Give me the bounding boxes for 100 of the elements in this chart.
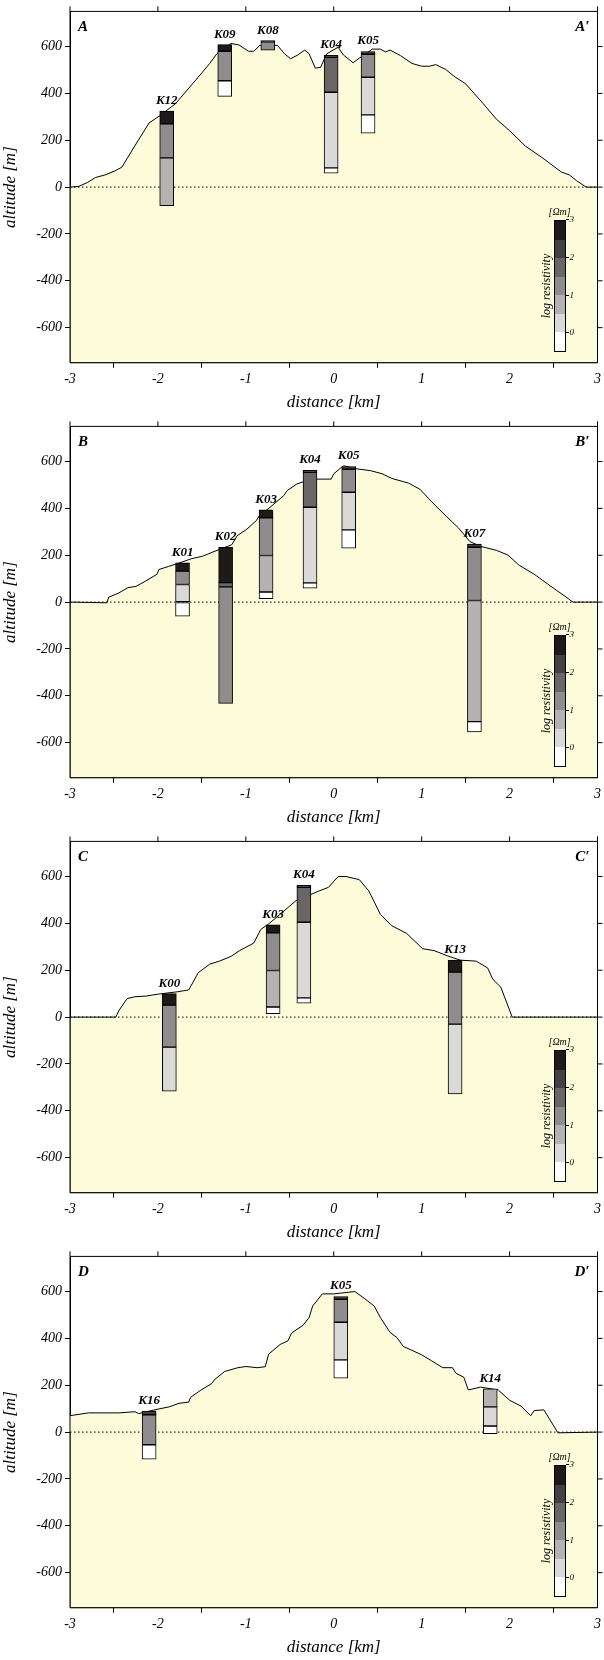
annotation: [Ωm] bbox=[548, 1450, 571, 1462]
x-tick-label: 0 bbox=[330, 1615, 338, 1631]
x-tick-label: 3 bbox=[593, 1200, 601, 1216]
annotation: C′ bbox=[575, 847, 590, 864]
y-tick-label: 400 bbox=[41, 85, 62, 101]
y-tick-label: -400 bbox=[36, 1102, 62, 1118]
annotation: K04 bbox=[319, 36, 343, 52]
y-tick-label: -400 bbox=[36, 272, 62, 288]
y-tick-label: 200 bbox=[41, 131, 62, 147]
annotation: K00 bbox=[157, 974, 181, 990]
x-tick-label: -3 bbox=[64, 785, 76, 801]
annotation: K02 bbox=[213, 528, 237, 544]
x-tick-label: 2 bbox=[506, 370, 514, 386]
y-tick-label: 200 bbox=[41, 546, 62, 562]
annotation: K14 bbox=[478, 1369, 502, 1385]
annotation: K05 bbox=[328, 1277, 353, 1293]
y-tick-label: -400 bbox=[36, 687, 62, 703]
x-tick-label: -1 bbox=[240, 370, 252, 386]
y-tick-label: 600 bbox=[41, 868, 62, 884]
annotation: K04 bbox=[292, 866, 316, 882]
x-tick-label: 1 bbox=[418, 1200, 426, 1216]
y-tick-label: 200 bbox=[41, 961, 62, 977]
annotation: C bbox=[78, 847, 89, 864]
x-tick-label: -2 bbox=[152, 1615, 164, 1631]
y-tick-label: -200 bbox=[36, 1055, 62, 1071]
annotation: 3 bbox=[569, 629, 574, 640]
annotation: 1 bbox=[569, 1534, 574, 1545]
x-tick-label: -3 bbox=[64, 370, 76, 386]
y-tick-label: -600 bbox=[36, 1564, 62, 1580]
color-bar-title: log resistivity bbox=[538, 668, 553, 734]
y-tick-label: 600 bbox=[41, 1283, 62, 1299]
annotation: D bbox=[77, 1262, 89, 1279]
y-axis-title: altitude [m] bbox=[0, 1391, 19, 1473]
y-axis-title: altitude [m] bbox=[0, 561, 19, 643]
y-tick-label: -200 bbox=[36, 1470, 62, 1486]
y-tick-label: 200 bbox=[41, 1376, 62, 1392]
annotation: [Ωm] bbox=[548, 1035, 571, 1047]
y-tick-label: -600 bbox=[36, 734, 62, 750]
annotation: 2 bbox=[569, 667, 574, 677]
annotation: 2 bbox=[569, 1497, 574, 1507]
y-axis-title: altitude [m] bbox=[0, 976, 19, 1058]
y-axis-title: altitude [m] bbox=[0, 146, 19, 228]
x-tick-label: -1 bbox=[240, 1615, 252, 1631]
y-tick-label: 0 bbox=[55, 178, 62, 194]
annotation: K07 bbox=[462, 524, 486, 540]
x-axis-title: distance [km] bbox=[286, 392, 381, 412]
annotation: 3 bbox=[569, 214, 574, 225]
color-bar-title: log resistivity bbox=[538, 1498, 553, 1564]
y-tick-label: 400 bbox=[41, 915, 62, 931]
annotation: K04 bbox=[298, 451, 322, 467]
annotation: 1 bbox=[569, 704, 574, 715]
annotation: K16 bbox=[137, 1391, 161, 1407]
annotation: 3 bbox=[569, 1044, 574, 1055]
y-tick-label: 600 bbox=[41, 453, 62, 469]
annotation: [Ωm] bbox=[548, 620, 571, 632]
x-axis-title: distance [km] bbox=[286, 1222, 381, 1242]
annotation: K05 bbox=[336, 447, 361, 463]
annotation: K13 bbox=[443, 941, 467, 957]
annotation: 1 bbox=[569, 1119, 574, 1130]
y-tick-label: -200 bbox=[36, 640, 62, 656]
x-tick-label: -2 bbox=[152, 1200, 164, 1216]
annotation: K03 bbox=[261, 905, 285, 921]
annotation: 3 bbox=[569, 1459, 574, 1470]
annotation: K05 bbox=[356, 32, 380, 48]
y-tick-label: 600 bbox=[41, 38, 62, 54]
x-tick-label: 2 bbox=[506, 1615, 514, 1631]
annotation: 0 bbox=[569, 1157, 574, 1168]
annotation: 0 bbox=[569, 742, 574, 753]
annotation: 2 bbox=[569, 1082, 574, 1092]
x-tick-label: 0 bbox=[330, 370, 338, 386]
y-tick-label: 400 bbox=[41, 1330, 62, 1346]
x-tick-label: -2 bbox=[152, 370, 164, 386]
x-tick-label: 3 bbox=[593, 785, 601, 801]
x-axis-title: distance [km] bbox=[286, 807, 381, 827]
annotation: 0 bbox=[569, 327, 574, 338]
y-tick-label: -200 bbox=[36, 225, 62, 241]
x-tick-label: 1 bbox=[418, 370, 426, 386]
x-axis-title: distance [km] bbox=[286, 1637, 381, 1657]
x-tick-label: -1 bbox=[240, 1200, 252, 1216]
x-tick-label: -3 bbox=[64, 1615, 76, 1631]
annotation: K09 bbox=[212, 25, 237, 41]
annotation: 1 bbox=[569, 289, 574, 300]
annotation: K01 bbox=[170, 543, 194, 559]
x-tick-label: 1 bbox=[418, 1615, 426, 1631]
annotation: D′ bbox=[573, 1262, 590, 1279]
annotation: K08 bbox=[255, 21, 280, 37]
color-bar-title: log resistivity bbox=[538, 253, 553, 319]
x-tick-label: -3 bbox=[64, 1200, 76, 1216]
annotation: K03 bbox=[254, 490, 278, 506]
x-tick-label: 0 bbox=[330, 1200, 338, 1216]
annotation: [Ωm] bbox=[548, 205, 571, 217]
annotation: A bbox=[77, 17, 89, 34]
y-tick-label: 400 bbox=[41, 500, 62, 516]
y-tick-label: 0 bbox=[55, 1008, 62, 1024]
annotation: K12 bbox=[154, 91, 179, 107]
x-tick-label: 3 bbox=[593, 1615, 601, 1631]
y-tick-label: 0 bbox=[55, 1423, 62, 1439]
y-tick-label: 0 bbox=[55, 593, 62, 609]
x-tick-label: 2 bbox=[506, 785, 514, 801]
x-tick-label: 1 bbox=[418, 785, 426, 801]
